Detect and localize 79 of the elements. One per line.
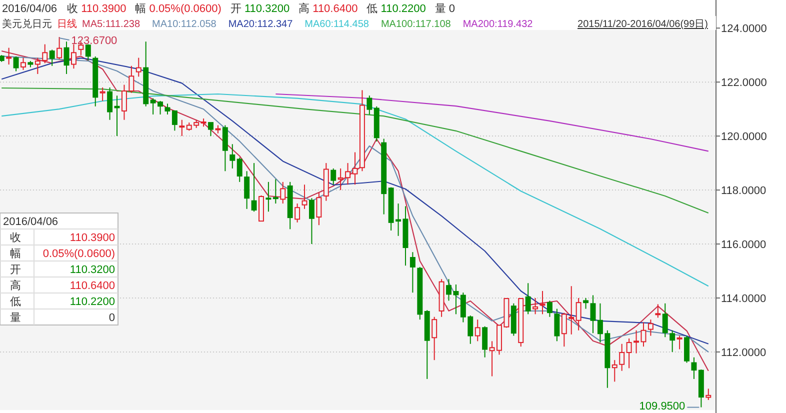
candlestick [308,198,314,245]
candlestick [691,356,697,380]
candlestick [670,330,676,352]
candlestick [648,319,654,336]
text: 收 110.3900 [67,3,126,15]
candlestick [266,181,272,212]
y-tick-label: 114.0000 [721,292,766,305]
candlestick [655,304,661,318]
candlestick [172,110,178,132]
candlestick [540,290,546,315]
candlestick [64,41,70,74]
text: MA10:112.058 [152,19,217,30]
candlestick [236,157,242,182]
annotation: 2016/04/06 [3,216,58,228]
candlestick [576,297,582,331]
candlestick [179,119,185,137]
y-tick-label: 118.0000 [721,185,766,198]
annotation: 2015/11/20-2016/04/06(99日) [578,19,708,30]
y-tick-label: 120.0000 [721,131,767,144]
text: MA200:119.432 [462,19,534,30]
text: 高 110.6400 [298,2,358,15]
info-box: 2016/04/06 收 110.3900 幅 0.05%(0.0600) 开 110.3200 高 110.6400 低 110.2200 量 0 [0,212,118,326]
candlestick [222,124,228,172]
candlestick [590,294,596,334]
candlestick [662,302,668,338]
candlestick [13,56,19,72]
candlestick [56,36,62,60]
candlestick [85,44,91,61]
candlestick [366,95,372,115]
candlestick [100,86,106,102]
candlestick [482,326,488,358]
candlestick [525,282,531,315]
text: 量 0 [434,3,456,15]
text: 开 110.3200 [230,3,290,15]
candlestick [706,388,712,401]
line-series [275,93,709,152]
candlestick [532,297,538,315]
text: MA5:111.238 [82,19,140,30]
line-series [1,87,709,214]
candlestick [107,86,113,120]
candlestick [410,252,416,294]
candlestick [49,49,55,66]
text: 2016/04/06 [2,3,58,15]
candlestick [251,162,257,212]
text: MA60:114.458 [304,19,370,30]
candlestick [316,192,322,226]
candlestick [474,319,480,342]
candlestick [432,316,438,361]
text: 幅 0.05%(0.0600) [135,3,222,15]
candlestick [302,184,308,210]
candlestick [684,335,690,364]
candlestick [352,152,358,186]
text: MA100:117.108 [380,19,452,30]
candlestick [546,300,552,318]
chart-title: 美元兑日元 [2,18,52,30]
candlestick [272,178,278,204]
candlestick [330,168,336,186]
text: MA20:112.347 [228,19,294,30]
y-tick-label: 116.0000 [721,239,766,252]
candlestick [554,308,560,342]
candlestick [294,203,300,223]
text: 低 110.2200 [366,3,426,15]
candlestick [20,57,26,70]
candlestick [244,170,250,210]
annotation: 123.6700 [71,35,118,48]
candlestick [6,47,12,66]
y-tick-label: 124.0000 [721,23,767,36]
candlestick [676,335,682,350]
candlestick [230,144,236,169]
y-tick-label: 112.0000 [721,346,766,359]
candlestick [70,44,76,70]
candlestick [164,103,170,115]
candlestick [583,297,589,310]
candlestick [280,181,286,204]
candlestick [136,57,142,78]
chart-subtitle: 日线 [57,18,77,30]
candlestick [208,122,214,137]
y-tick-label: 122.0000 [721,77,767,90]
annotation: 109.9500 [639,400,686,412]
